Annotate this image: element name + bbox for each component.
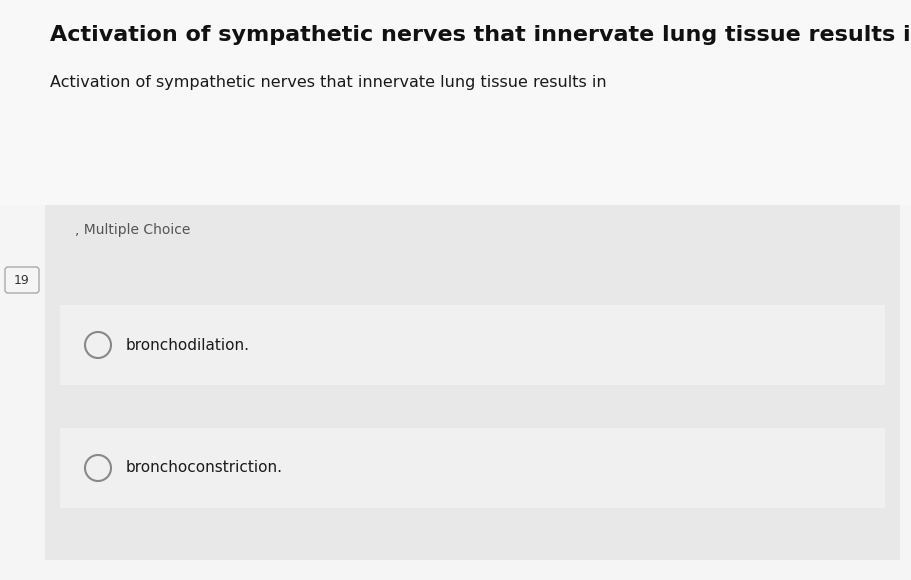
Text: , Multiple Choice: , Multiple Choice xyxy=(75,223,190,237)
Text: Activation of sympathetic nerves that innervate lung tissue results in: Activation of sympathetic nerves that in… xyxy=(50,75,606,90)
Text: 19: 19 xyxy=(14,274,30,287)
FancyBboxPatch shape xyxy=(5,267,39,293)
FancyBboxPatch shape xyxy=(60,428,884,508)
Text: bronchodilation.: bronchodilation. xyxy=(126,338,250,353)
FancyBboxPatch shape xyxy=(45,205,899,560)
FancyBboxPatch shape xyxy=(0,0,911,205)
FancyBboxPatch shape xyxy=(60,305,884,385)
Text: bronchoconstriction.: bronchoconstriction. xyxy=(126,461,282,476)
Text: Activation of sympathetic nerves that innervate lung tissue results in: Activation of sympathetic nerves that in… xyxy=(50,25,911,45)
